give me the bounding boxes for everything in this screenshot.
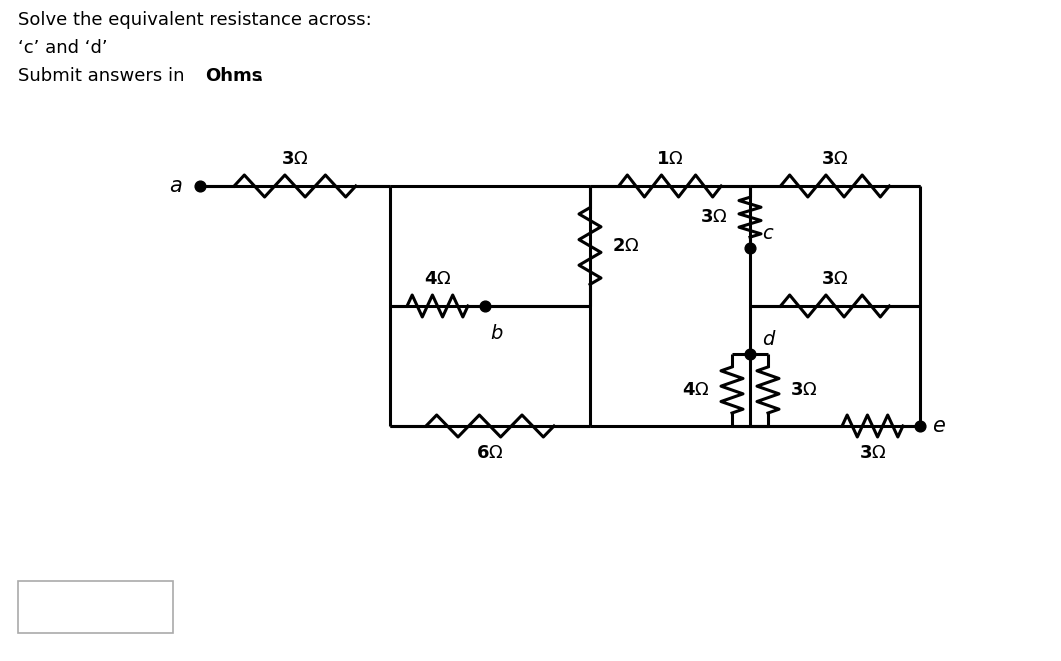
Text: $d$: $d$ (762, 330, 777, 349)
Text: 1$\Omega$: 1$\Omega$ (657, 150, 683, 168)
Text: 3$\Omega$: 3$\Omega$ (281, 150, 309, 168)
Text: $a$: $a$ (169, 176, 182, 196)
Text: $e$: $e$ (932, 416, 946, 436)
Text: .: . (257, 67, 263, 85)
Point (476, 301, 493, 311)
Point (192, 180, 209, 191)
Text: ‘c’ and ‘d’: ‘c’ and ‘d’ (18, 39, 107, 57)
Text: $b$: $b$ (490, 324, 504, 343)
Text: Solve the equivalent resistance across:: Solve the equivalent resistance across: (18, 11, 371, 29)
Point (911, 420, 928, 431)
Text: Ohms: Ohms (205, 67, 262, 85)
Point (742, 243, 759, 254)
Text: 4$\Omega$: 4$\Omega$ (682, 381, 710, 399)
Text: 2$\Omega$: 2$\Omega$ (612, 237, 640, 255)
Text: Submit answers in: Submit answers in (18, 67, 190, 85)
Text: 3$\Omega$: 3$\Omega$ (790, 381, 818, 399)
Text: 3$\Omega$: 3$\Omega$ (821, 150, 849, 168)
Text: 3$\Omega$: 3$\Omega$ (858, 444, 886, 462)
Text: 3$\Omega$: 3$\Omega$ (700, 208, 728, 226)
Text: 4$\Omega$: 4$\Omega$ (423, 270, 451, 288)
Text: 6$\Omega$: 6$\Omega$ (476, 444, 504, 462)
Text: $c$: $c$ (762, 224, 775, 243)
FancyBboxPatch shape (18, 581, 173, 633)
Text: 3$\Omega$: 3$\Omega$ (821, 270, 849, 288)
Point (742, 349, 759, 360)
